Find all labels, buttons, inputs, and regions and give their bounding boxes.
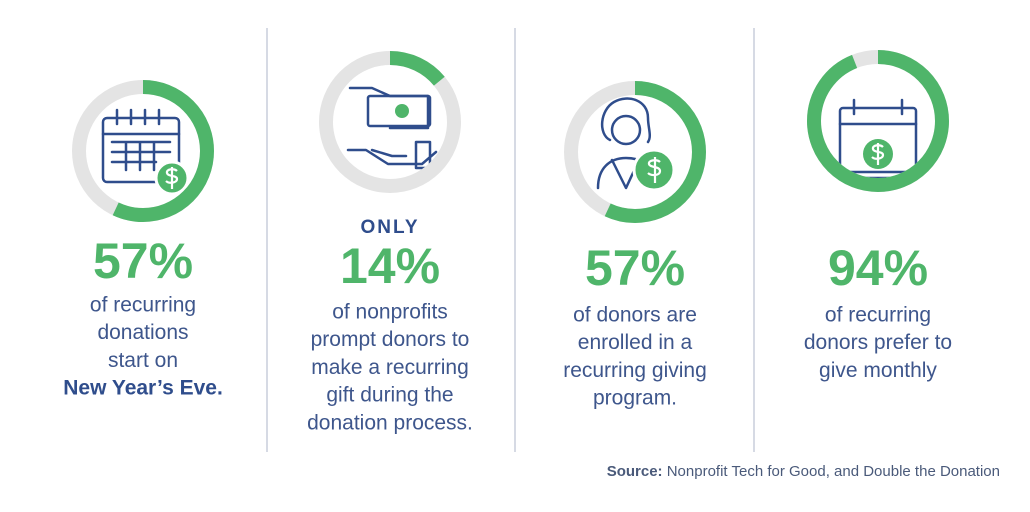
stat-description: make a recurring (311, 356, 469, 379)
stat-description: of recurring (825, 304, 931, 327)
calendar-icon (101, 108, 190, 196)
stat-description: donations (97, 321, 188, 344)
person-icon (596, 97, 676, 192)
ring-value (807, 50, 949, 192)
ring-value (564, 81, 706, 223)
stat-description: recurring giving (563, 359, 707, 382)
stat-description: prompt donors to (311, 328, 470, 351)
stat-description: program. (593, 387, 677, 410)
stat-description: gift during the (326, 384, 453, 407)
stat-highlight: New Year’s Eve. (63, 377, 223, 400)
stat-value: 14% (340, 238, 440, 294)
stat-description: of donors are (573, 304, 697, 327)
stat-value: 57% (585, 240, 685, 296)
stat-value: 57% (93, 233, 193, 289)
stat-description: of recurring (90, 294, 196, 317)
stat-description: enrolled in a (578, 331, 693, 354)
stat-description: start on (108, 349, 178, 372)
stat-value: 94% (828, 240, 928, 296)
ring-value (72, 80, 214, 222)
source-text: Nonprofit Tech for Good, and Double the … (667, 463, 1000, 480)
source: Source: Nonprofit Tech for Good, and Dou… (607, 463, 1000, 480)
stat-description: donors prefer to (804, 331, 952, 354)
stat-description: of nonprofits (332, 301, 448, 324)
stat-description: give monthly (819, 359, 937, 382)
source-label: Source: (607, 463, 663, 480)
stat-description: donation process. (307, 411, 473, 434)
ring-value (319, 51, 461, 193)
stat-prefix: ONLY (360, 217, 419, 238)
